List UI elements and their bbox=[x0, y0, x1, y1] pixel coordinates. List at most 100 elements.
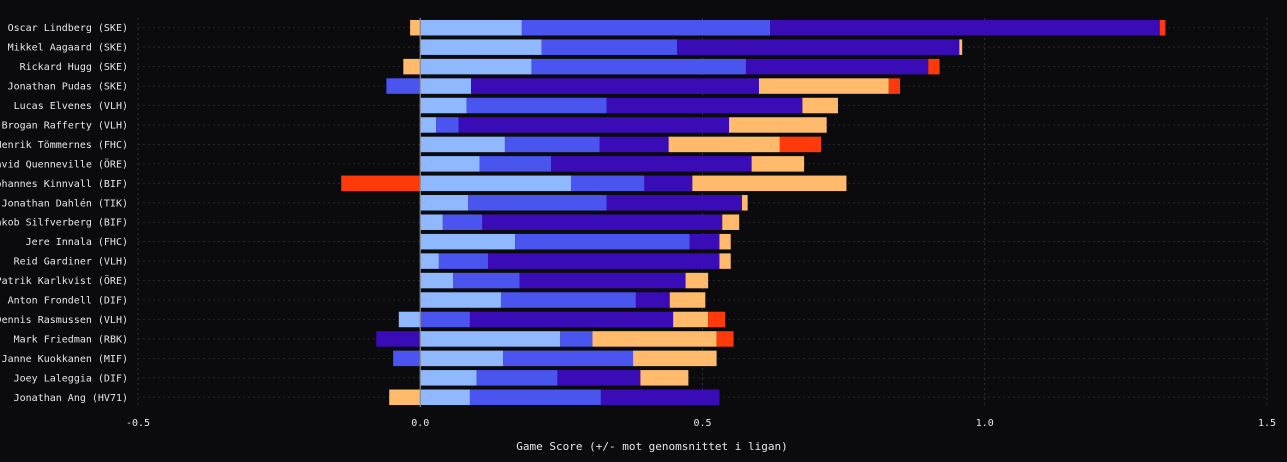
bar-segment bbox=[503, 350, 634, 367]
bar-segment bbox=[420, 370, 477, 386]
y-tick-label: Janne Kuokkanen (MIF) bbox=[2, 354, 128, 365]
bar-segment bbox=[420, 331, 561, 347]
bar-segment bbox=[420, 272, 453, 289]
bar-segment bbox=[500, 292, 636, 308]
bar-segment bbox=[420, 233, 516, 250]
bar-segment bbox=[504, 136, 600, 153]
bar-segment bbox=[708, 311, 726, 328]
bar-segment bbox=[888, 78, 901, 94]
bar-segment bbox=[560, 331, 593, 347]
bar-segment bbox=[802, 97, 838, 114]
bar-segment bbox=[479, 156, 552, 172]
y-tick-label: Joey Laleggia (DIF) bbox=[14, 373, 128, 384]
bar-segment bbox=[420, 136, 505, 153]
bar-segment bbox=[521, 19, 771, 36]
bar-segment bbox=[398, 311, 421, 328]
bar-segment bbox=[557, 370, 641, 386]
bar-segment bbox=[420, 39, 542, 55]
bar-segment bbox=[668, 136, 780, 153]
bar-segment bbox=[420, 253, 439, 269]
bar-segment bbox=[600, 389, 720, 406]
bar-segment bbox=[469, 311, 674, 328]
bar-segment bbox=[592, 331, 717, 347]
bar-segment bbox=[376, 331, 421, 347]
bar-segment bbox=[519, 272, 686, 289]
bar-segment bbox=[673, 311, 709, 328]
bar-segment bbox=[677, 39, 960, 55]
y-tick-label: Dennis Rasmussen (VLH) bbox=[0, 315, 128, 326]
bar-segment bbox=[420, 195, 469, 211]
bar-segment bbox=[515, 233, 690, 250]
bar-segment bbox=[779, 136, 822, 153]
bar-segment bbox=[959, 39, 963, 55]
bar-segment bbox=[403, 58, 421, 75]
y-tick-label: Reid Gardiner (VLH) bbox=[14, 257, 128, 268]
bar-segment bbox=[420, 19, 522, 36]
bar-segment bbox=[599, 136, 669, 153]
bar-segment bbox=[420, 311, 470, 328]
bar-segment bbox=[745, 58, 929, 75]
bar-segment bbox=[476, 370, 558, 386]
bar-segment bbox=[669, 292, 706, 308]
bar-segment bbox=[751, 156, 805, 172]
x-tick-label: 1.5 bbox=[1258, 418, 1276, 429]
bar-segment bbox=[551, 156, 752, 172]
bar-segment bbox=[692, 175, 847, 192]
bar-segment bbox=[458, 117, 730, 133]
y-tick-label: Jonathan Ang (HV71) bbox=[14, 393, 128, 404]
y-tick-label: Anton Frondell (DIF) bbox=[8, 296, 128, 307]
bar-segment bbox=[716, 331, 734, 347]
y-tick-label: Lucas Elvenes (VLH) bbox=[14, 101, 128, 112]
bar-segment bbox=[487, 253, 720, 269]
bar-segment bbox=[1159, 19, 1166, 36]
bar-segment bbox=[438, 253, 488, 269]
bar-segment bbox=[468, 195, 607, 211]
bar-segment bbox=[531, 58, 746, 75]
bar-segment bbox=[635, 292, 670, 308]
bar-segment bbox=[386, 78, 421, 94]
bar-segment bbox=[644, 175, 693, 192]
y-tick-label: Patrik Karlkvist (ÖRE) bbox=[0, 274, 128, 287]
bar-segment bbox=[420, 78, 472, 94]
bar-segment bbox=[729, 117, 827, 133]
bar-segment bbox=[466, 97, 607, 114]
y-tick-label: Mikkel Aagaard (SKE) bbox=[8, 43, 128, 54]
bar-segment bbox=[719, 253, 731, 269]
y-tick-label: Rickard Hugg (SKE) bbox=[20, 62, 128, 73]
y-tick-label: Henrik Tömmernes (FHC) bbox=[0, 140, 128, 151]
bar-segment bbox=[722, 214, 740, 230]
bar-segment bbox=[341, 175, 421, 192]
bar-segment bbox=[393, 350, 421, 367]
bar-segment bbox=[640, 370, 689, 386]
y-tick-label: Jakob Silfverberg (BIF) bbox=[0, 218, 128, 229]
y-tick-label: Jonathan Pudas (SKE) bbox=[8, 82, 128, 93]
y-tick-label: Mark Friedman (RBK) bbox=[14, 334, 128, 345]
bar-segment bbox=[770, 19, 1160, 36]
x-tick-label: 0.5 bbox=[693, 418, 711, 429]
y-tick-label: Jonathan Dahlén (TIK) bbox=[2, 197, 128, 209]
bar-segment bbox=[420, 292, 501, 308]
bar-layer bbox=[341, 19, 1166, 406]
bar-segment bbox=[633, 350, 717, 367]
bar-segment bbox=[719, 233, 731, 250]
bar-segment bbox=[420, 156, 480, 172]
y-tick-label: Oscar Lindberg (SKE) bbox=[8, 23, 128, 34]
x-axis-title: Game Score (+/- mot genomsnittet i ligan… bbox=[516, 440, 788, 453]
bar-segment bbox=[420, 175, 571, 192]
grid-layer bbox=[137, 18, 1268, 407]
x-tick-label: 0.0 bbox=[411, 418, 429, 429]
y-tick-label: Johannes Kinnvall (BIF) bbox=[0, 179, 128, 190]
bar-segment bbox=[469, 389, 601, 406]
bar-segment bbox=[420, 214, 443, 230]
bar-segment bbox=[420, 389, 470, 406]
bar-segment bbox=[471, 78, 759, 94]
bar-segment bbox=[420, 58, 532, 75]
bar-segment bbox=[420, 97, 467, 114]
y-axis-labels: Oscar Lindberg (SKE) Mikkel Aagaard (SKE)… bbox=[0, 23, 128, 404]
bar-segment bbox=[420, 350, 504, 367]
bar-segment bbox=[410, 19, 421, 36]
x-axis-ticks: -0.5 0.0 0.5 1.0 1.5 bbox=[126, 418, 1276, 429]
bar-segment bbox=[420, 117, 437, 133]
